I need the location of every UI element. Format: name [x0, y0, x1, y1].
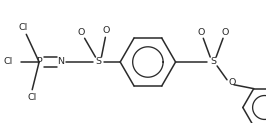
Text: O: O: [198, 28, 205, 37]
Text: O: O: [228, 78, 236, 87]
Text: Cl: Cl: [3, 58, 13, 66]
Text: Cl: Cl: [28, 93, 37, 102]
Text: O: O: [221, 28, 229, 37]
Text: P: P: [36, 58, 42, 66]
Text: O: O: [103, 26, 110, 35]
Text: N: N: [57, 58, 64, 66]
Text: S: S: [96, 58, 101, 66]
Text: O: O: [78, 28, 85, 37]
Text: Cl: Cl: [19, 23, 28, 32]
Text: S: S: [210, 58, 216, 66]
